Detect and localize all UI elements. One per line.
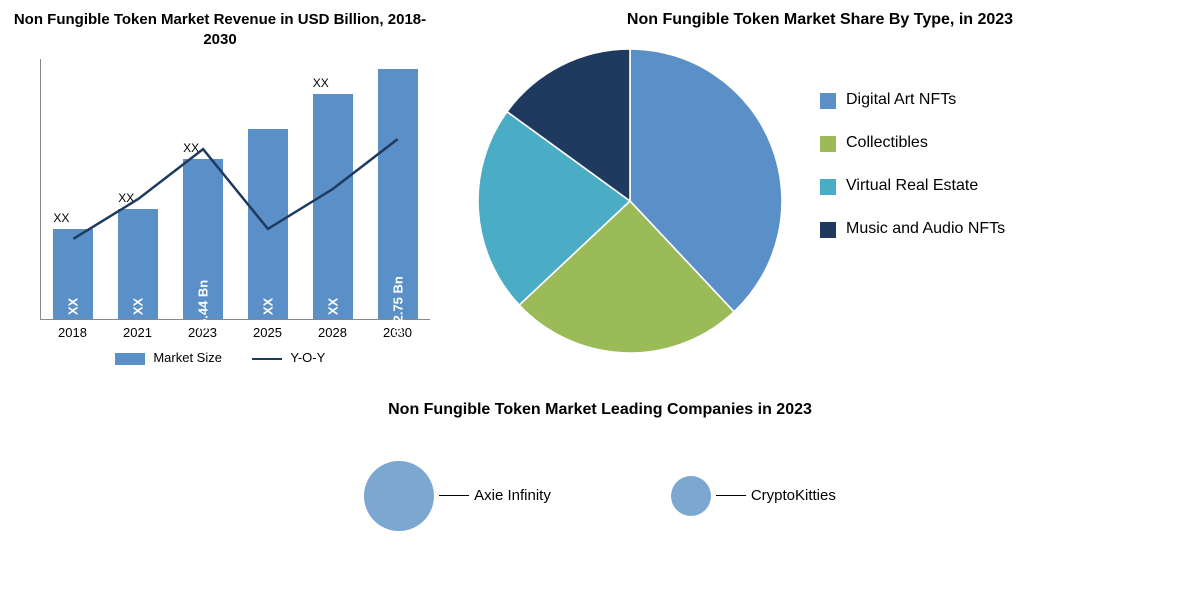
bar-top-label: XX bbox=[53, 211, 69, 225]
market-size-swatch bbox=[115, 353, 145, 365]
pie-legend-label: Virtual Real Estate bbox=[846, 177, 978, 195]
x-tick-label: 2021 bbox=[123, 325, 152, 340]
legend-item-yoy: Y-O-Y bbox=[252, 350, 325, 365]
bars-container: XXXXXXXXXX36.44 BnXXXXXX282.75 Bn bbox=[41, 59, 430, 319]
bar-top-label: XX bbox=[118, 191, 134, 205]
pie-svg bbox=[470, 41, 790, 361]
bar-group: XXXX bbox=[313, 94, 353, 319]
pie-legend-item: Digital Art NFTs bbox=[820, 91, 1005, 109]
yoy-swatch bbox=[252, 358, 282, 360]
pie-legend-swatch bbox=[820, 93, 836, 109]
pie-legend-swatch bbox=[820, 222, 836, 238]
bar-inside-label: 36.44 Bn bbox=[196, 280, 211, 333]
x-tick-label: 2025 bbox=[253, 325, 282, 340]
bar: XXXX bbox=[118, 209, 158, 319]
bar-chart-area: XXXXXXXXXX36.44 BnXXXXXX282.75 Bn bbox=[40, 59, 430, 320]
bar-group: XXXX bbox=[118, 209, 158, 319]
companies-title: Non Fungible Token Market Leading Compan… bbox=[10, 400, 1190, 421]
bar-inside-label: XX bbox=[131, 298, 146, 315]
leader-line bbox=[439, 495, 469, 496]
bar-top-label: XX bbox=[313, 76, 329, 90]
pie-legend-label: Digital Art NFTs bbox=[846, 91, 956, 109]
pie-chart-title: Non Fungible Token Market Share By Type,… bbox=[470, 10, 1170, 31]
market-size-label: Market Size bbox=[153, 350, 222, 365]
companies-section: Non Fungible Token Market Leading Compan… bbox=[10, 400, 1190, 531]
pie-legend: Digital Art NFTs Collectibles Virtual Real… bbox=[820, 91, 1005, 361]
bar-inside-label: XX bbox=[260, 298, 275, 315]
bar-group: XX bbox=[248, 129, 288, 319]
company-bubble bbox=[364, 461, 434, 531]
x-tick-label: 2018 bbox=[58, 325, 87, 340]
bar-group: 282.75 Bn bbox=[378, 69, 418, 319]
bar: 282.75 Bn bbox=[378, 69, 418, 319]
bar-inside-label: 282.75 Bn bbox=[390, 276, 405, 337]
legend-item-market-size: Market Size bbox=[115, 350, 222, 365]
pie-legend-item: Virtual Real Estate bbox=[820, 177, 1005, 195]
bar-top-label: XX bbox=[183, 141, 199, 155]
company-item: CryptoKitties bbox=[671, 476, 836, 516]
bar: XXXX bbox=[53, 229, 93, 319]
bar-chart-section: Non Fungible Token Market Revenue in USD… bbox=[10, 10, 430, 365]
pie-legend-swatch bbox=[820, 179, 836, 195]
company-name: Axie Infinity bbox=[474, 487, 551, 504]
pie-svg-wrap bbox=[470, 41, 790, 361]
pie-legend-item: Music and Audio NFTs bbox=[820, 220, 1005, 238]
bar: XX36.44 Bn bbox=[183, 159, 223, 319]
pie-chart-section: Non Fungible Token Market Share By Type,… bbox=[470, 10, 1170, 365]
bar-group: XXXX bbox=[53, 229, 93, 319]
x-tick-label: 2028 bbox=[318, 325, 347, 340]
bar-inside-label: XX bbox=[325, 298, 340, 315]
pie-legend-label: Music and Audio NFTs bbox=[846, 220, 1005, 238]
pie-legend-label: Collectibles bbox=[846, 134, 928, 152]
bar: XXXX bbox=[313, 94, 353, 319]
top-row: Non Fungible Token Market Revenue in USD… bbox=[10, 10, 1190, 365]
company-item: Axie Infinity bbox=[364, 461, 551, 531]
bar-chart-legend: Market Size Y-O-Y bbox=[10, 350, 430, 365]
yoy-label: Y-O-Y bbox=[290, 350, 325, 365]
bar-inside-label: XX bbox=[66, 298, 81, 315]
bar: XX bbox=[248, 129, 288, 319]
company-bubble bbox=[671, 476, 711, 516]
company-name: CryptoKitties bbox=[751, 487, 836, 504]
bar-group: XX36.44 Bn bbox=[183, 159, 223, 319]
companies-row: Axie Infinity CryptoKitties bbox=[10, 461, 1190, 531]
pie-legend-item: Collectibles bbox=[820, 134, 1005, 152]
x-axis-labels: 201820212023202520282030 bbox=[40, 325, 430, 340]
pie-legend-swatch bbox=[820, 136, 836, 152]
leader-line bbox=[716, 495, 746, 496]
bar-chart-title: Non Fungible Token Market Revenue in USD… bbox=[10, 10, 430, 49]
